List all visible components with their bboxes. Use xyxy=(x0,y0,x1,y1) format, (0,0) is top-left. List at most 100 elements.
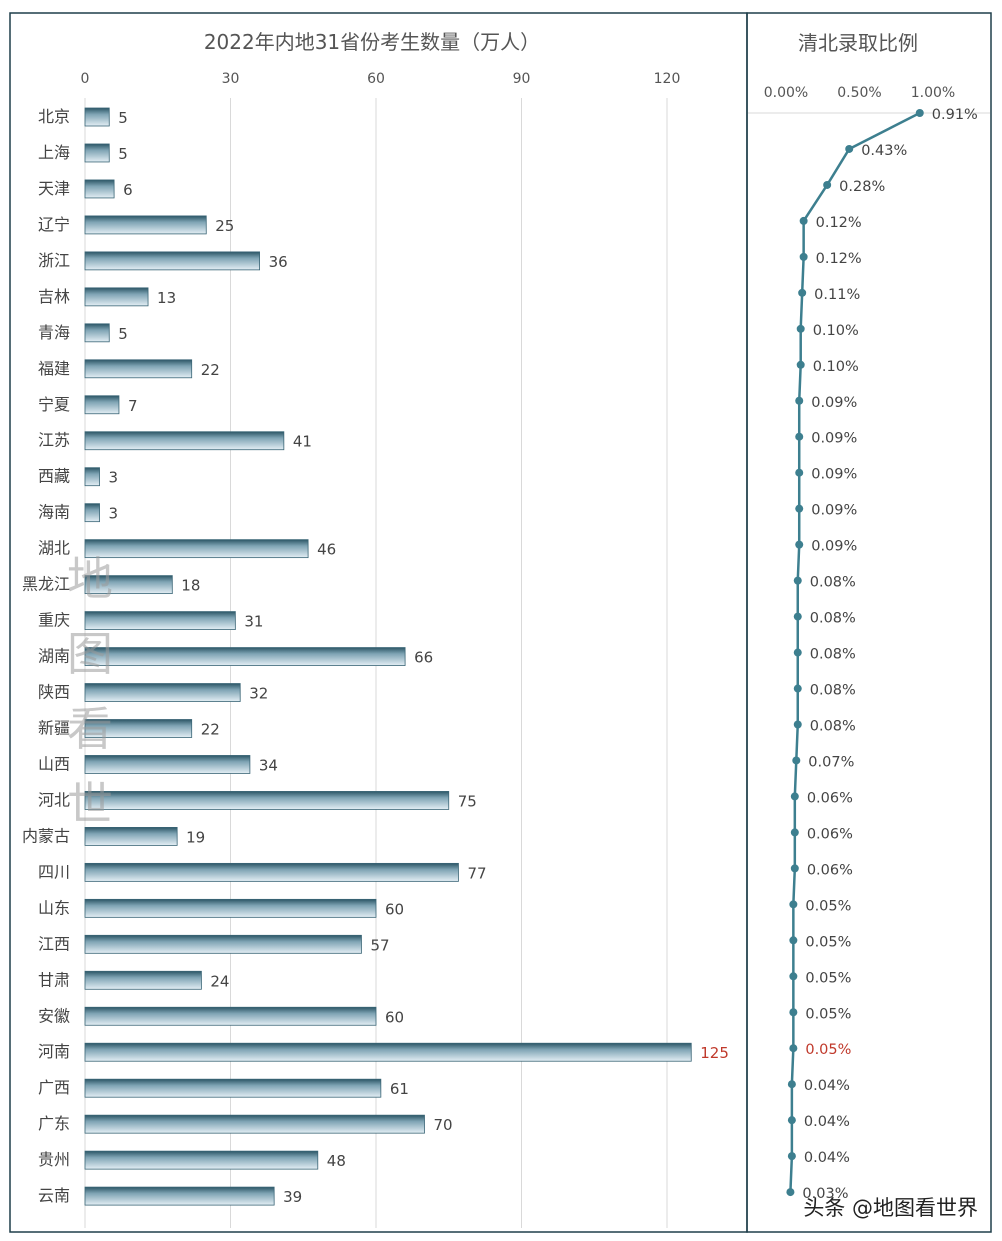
watermark-char: 世 xyxy=(67,777,113,831)
data-point xyxy=(790,864,799,873)
watermark-char: 图 xyxy=(67,627,113,681)
category-label: 新疆 xyxy=(38,718,70,737)
bar xyxy=(84,215,207,235)
x-tick-label: 90 xyxy=(513,71,531,87)
bar xyxy=(84,503,100,523)
data-point-label: 0.10% xyxy=(813,323,859,339)
x-tick-label: 30 xyxy=(222,71,240,87)
data-point xyxy=(793,648,802,657)
category-label: 天津 xyxy=(38,179,70,198)
line-series: 0.91% 0.43% 0.28% 0.12% 0.12% 0.11% 0.10% 0.10%… xyxy=(786,107,978,1202)
bar-value-label: 48 xyxy=(327,1152,346,1170)
category-label: 黑龙江 xyxy=(22,575,70,594)
data-point xyxy=(795,540,804,549)
category-label: 广西 xyxy=(38,1078,70,1097)
data-point-label: 0.09% xyxy=(811,395,857,411)
data-point-label: 0.08% xyxy=(810,611,856,627)
category-label: 辽宁 xyxy=(38,215,70,234)
bar xyxy=(84,1042,692,1062)
category-label: 吉林 xyxy=(38,287,70,306)
bar xyxy=(84,143,110,163)
category-label: 四川 xyxy=(38,862,70,881)
category-label: 云南 xyxy=(38,1186,70,1205)
data-point xyxy=(798,288,807,297)
category-label: 江苏 xyxy=(38,431,70,450)
watermark: 地图看世 xyxy=(67,552,113,831)
category-label: 福建 xyxy=(38,359,70,378)
bar-x-axis: 0 30 60 90 120 xyxy=(81,71,681,87)
data-point-label: 0.28% xyxy=(839,179,885,195)
data-point-label: 0.06% xyxy=(807,862,853,878)
bar-value-label: 70 xyxy=(434,1116,453,1134)
x-tick-label: 0 xyxy=(81,71,90,87)
category-labels: 北京上海天津辽宁浙江吉林青海福建宁夏江苏西藏海南湖北黑龙江重庆湖南陕西新疆山西河… xyxy=(22,107,70,1205)
category-label: 山东 xyxy=(38,898,70,917)
bar-value-label: 5 xyxy=(118,145,128,163)
category-label: 江西 xyxy=(38,934,70,953)
bar-value-label: 5 xyxy=(118,109,128,127)
bar-series: 5 5 6 25 36 13 5 22 7 41 3 3 46 18 31 66 32 22 34 75 19 77 60 5… xyxy=(84,107,729,1206)
bar xyxy=(84,1078,382,1098)
x-tick-label: 1.00% xyxy=(911,85,955,101)
data-point-label: 0.08% xyxy=(810,647,856,663)
data-point xyxy=(823,180,832,189)
data-point-label: 0.05% xyxy=(805,1006,851,1022)
data-point-label: 0.06% xyxy=(807,790,853,806)
data-point-label: 0.05% xyxy=(805,934,851,950)
bar-value-label: 125 xyxy=(700,1044,729,1062)
bar-value-label: 19 xyxy=(186,828,205,846)
category-label: 重庆 xyxy=(38,611,70,630)
category-label: 甘肃 xyxy=(38,970,70,989)
category-label: 青海 xyxy=(38,323,70,342)
bar-value-label: 5 xyxy=(118,325,128,343)
data-point-label: 0.05% xyxy=(805,970,851,986)
category-label: 西藏 xyxy=(38,467,70,486)
data-point xyxy=(787,1080,796,1089)
bar-value-label: 3 xyxy=(109,505,119,523)
bar-value-label: 7 xyxy=(128,397,138,415)
category-label: 安徽 xyxy=(38,1006,70,1025)
bar-value-label: 57 xyxy=(370,936,389,954)
category-label: 河南 xyxy=(38,1042,70,1061)
category-label: 上海 xyxy=(38,143,70,162)
data-point-label: 0.04% xyxy=(804,1114,850,1130)
x-tick-label: 60 xyxy=(367,71,385,87)
data-point xyxy=(796,324,805,333)
bar xyxy=(84,791,450,810)
data-point-label: 0.08% xyxy=(810,683,856,699)
category-label: 陕西 xyxy=(38,683,70,702)
data-point xyxy=(789,936,798,945)
data-point xyxy=(796,360,805,369)
bar xyxy=(84,107,110,127)
data-point xyxy=(789,900,798,909)
x-tick-label: 120 xyxy=(654,71,681,87)
bar-value-label: 61 xyxy=(390,1080,409,1098)
data-point xyxy=(795,432,804,441)
data-point xyxy=(789,1008,798,1017)
footer-credit: 头条 @地图看世界 xyxy=(803,1196,978,1220)
data-point xyxy=(789,1044,798,1053)
data-point xyxy=(792,756,801,765)
category-label: 宁夏 xyxy=(38,395,70,414)
data-point xyxy=(790,828,799,837)
category-label: 河北 xyxy=(38,790,70,809)
bar-value-label: 46 xyxy=(317,541,336,559)
data-point xyxy=(795,468,804,477)
data-point xyxy=(793,720,802,729)
bar-value-label: 34 xyxy=(259,756,278,774)
bar xyxy=(84,395,120,415)
data-point-label: 0.04% xyxy=(804,1078,850,1094)
data-point xyxy=(845,144,854,153)
data-point xyxy=(793,576,802,585)
bar xyxy=(84,1114,425,1134)
data-point-label: 0.06% xyxy=(807,826,853,842)
bar-value-label: 31 xyxy=(244,613,263,631)
bar-value-label: 41 xyxy=(293,433,312,451)
data-point-label: 0.12% xyxy=(816,215,862,231)
category-label: 贵州 xyxy=(38,1150,70,1169)
data-point-label: 0.11% xyxy=(814,287,860,303)
category-label: 湖南 xyxy=(38,647,70,666)
bar-value-label: 25 xyxy=(215,217,234,235)
bar xyxy=(84,898,377,918)
